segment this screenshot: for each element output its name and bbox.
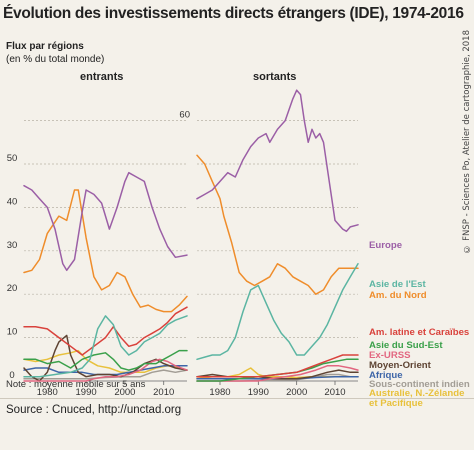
legend-sous-continent: Sous-continent indien: [369, 379, 470, 390]
legend-am-latine: Am. latine et Caraïbes: [369, 327, 470, 338]
x-tick-label: 1980: [209, 387, 230, 398]
y-tick-label: 0: [9, 370, 14, 381]
chart-title: Évolution des investissements directs ét…: [3, 5, 464, 22]
legend-australie: Australie, N.-Zélande et Pacifique: [369, 388, 465, 409]
source-text: Source : Cnuced, http://unctad.org: [6, 404, 182, 416]
legend-asie-est: Asie de l'Est: [369, 279, 426, 290]
series-line-ex_urss: [196, 365, 359, 382]
series-line-asie_est: [23, 315, 188, 378]
series-line-europe: [23, 171, 188, 272]
series-line-europe: [196, 89, 359, 233]
subtitle-unit: (en % du total monde): [6, 54, 105, 65]
series-line-am_latine: [23, 306, 188, 356]
y-tick-label: 10: [7, 327, 18, 338]
y-tick-label: 20: [7, 283, 18, 294]
x-tick-label: 1980: [37, 387, 58, 398]
legend-am-nord: Am. du Nord: [369, 290, 427, 301]
y-tick-label: 50: [7, 153, 18, 164]
legend-moyen-orient: Moyen-Orient: [369, 360, 431, 371]
panel-title-entrants: entrants: [80, 71, 124, 83]
x-tick-label: 1990: [76, 387, 97, 398]
series-line-asie_est: [196, 263, 359, 361]
x-tick-label: 2010: [324, 387, 345, 398]
legend-asie-sud-est: Asie du Sud-Est: [369, 340, 443, 351]
y-tick-label: 60: [179, 110, 190, 121]
legend-afrique: Afrique: [369, 370, 403, 381]
x-tick-label: 1990: [248, 387, 269, 398]
series-line-moyen_orient: [23, 334, 188, 382]
series-line-sous_continent: [23, 369, 188, 380]
panel-title-sortants: sortants: [253, 71, 297, 83]
series-line-am_latine: [196, 354, 359, 378]
series-line-am_nord: [196, 154, 359, 295]
y-tick-label: 40: [7, 196, 18, 207]
y-tick-label: 30: [7, 240, 18, 251]
x-tick-label: 2010: [153, 387, 174, 398]
series-line-ex_urss: [23, 358, 188, 382]
x-tick-label: 2000: [114, 387, 135, 398]
legend-europe: Europe: [369, 240, 403, 251]
series-line-asie_sud_est: [23, 349, 188, 371]
separator-line: [0, 398, 474, 399]
legend-ex-urss: Ex-URSS: [369, 350, 411, 361]
x-tick-label: 2000: [286, 387, 307, 398]
subtitle-flux: Flux par régions: [6, 41, 84, 52]
note-text: Note : moyenne mobile sur 5 ans: [6, 379, 146, 390]
